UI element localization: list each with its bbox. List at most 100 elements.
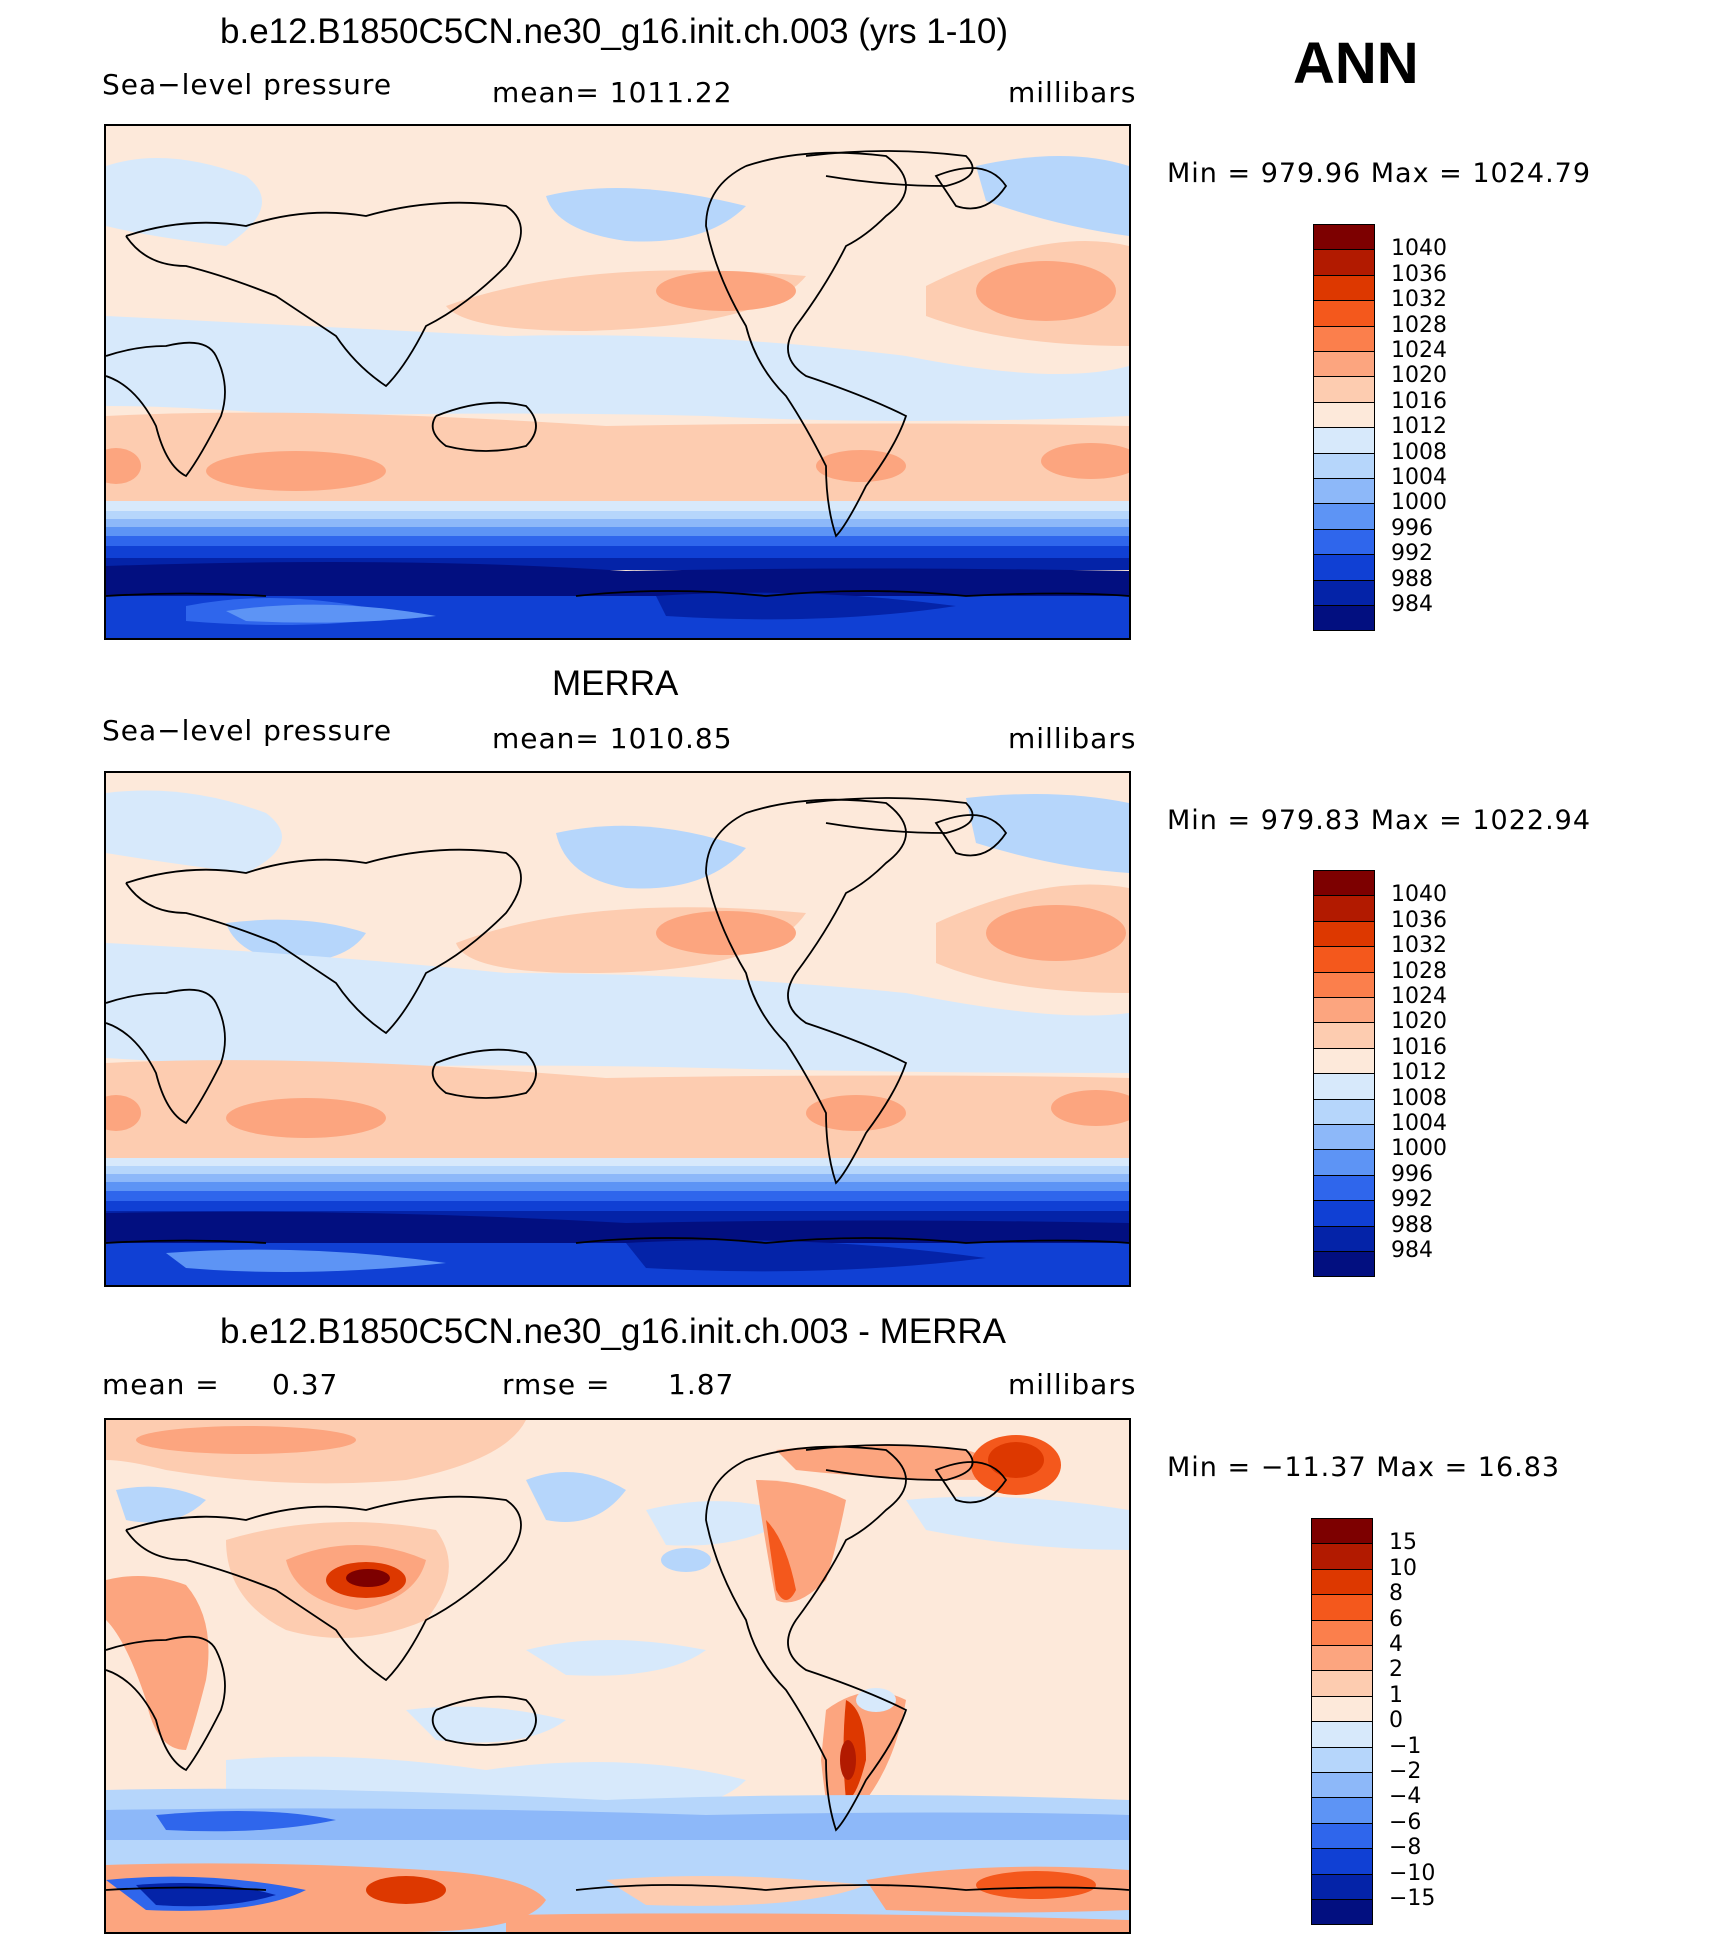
panel-3-mean-label: mean = <box>102 1368 220 1401</box>
colorbar-label: 1016 <box>1391 388 1447 414</box>
colorbar-swatch <box>1313 1098 1375 1125</box>
colorbar-swatch <box>1313 224 1375 251</box>
colorbar-label: −8 <box>1389 1835 1422 1861</box>
colorbar-label: 1020 <box>1391 1009 1447 1035</box>
colorbar-label: 1004 <box>1391 1111 1447 1136</box>
panel-1-variable-label: Sea−level pressure <box>102 68 393 101</box>
colorbar-swatch <box>1313 325 1375 352</box>
colorbar-swatch <box>1313 870 1375 897</box>
season-label: ANN <box>1293 31 1419 96</box>
colorbar-swatch <box>1313 1073 1375 1100</box>
colorbar-label: 4 <box>1389 1632 1403 1657</box>
colorbar-swatch <box>1313 351 1375 378</box>
colorbar-swatch <box>1313 249 1375 276</box>
colorbar-swatch <box>1311 1772 1373 1799</box>
panel-1-map <box>104 124 1131 640</box>
colorbar-label: 2 <box>1389 1657 1403 1683</box>
colorbar-label: 1008 <box>1391 1085 1447 1111</box>
colorbar-label: 1012 <box>1391 1060 1447 1086</box>
colorbar-label: 15 <box>1389 1530 1417 1556</box>
colorbar-label: 1024 <box>1391 984 1447 1009</box>
panel-2-title: MERRA <box>552 664 679 703</box>
colorbar-swatch <box>1313 946 1375 973</box>
colorbar-label: −6 <box>1389 1809 1422 1835</box>
colorbar-label: 984 <box>1391 1238 1433 1263</box>
colorbar-swatch <box>1311 1695 1373 1723</box>
colorbar-swatch <box>1313 579 1375 606</box>
colorbar-swatch <box>1313 1251 1375 1278</box>
colorbar-swatch <box>1311 1721 1373 1748</box>
colorbar-swatch <box>1313 274 1375 302</box>
panel-1-title: b.e12.B1850C5CN.ne30_g16.init.ch.003 (yr… <box>220 12 1008 51</box>
panel-3-rmse-label: rmse = <box>502 1368 611 1401</box>
colorbar-swatch <box>1313 554 1375 581</box>
colorbar-label: 1032 <box>1391 287 1447 313</box>
colorbar-swatch <box>1311 1848 1373 1875</box>
colorbar-swatch <box>1313 1200 1375 1227</box>
colorbar-swatch <box>1313 895 1375 922</box>
colorbar-label: 1024 <box>1391 338 1447 363</box>
colorbar-label: 1 <box>1389 1682 1403 1708</box>
colorbar-label: 1028 <box>1391 312 1447 338</box>
colorbar-label: 6 <box>1389 1606 1403 1632</box>
colorbar-swatch <box>1313 1047 1375 1075</box>
colorbar-swatch <box>1311 1543 1373 1570</box>
colorbar-label: 988 <box>1391 566 1433 592</box>
colorbar-swatch <box>1313 300 1375 327</box>
colorbar-swatch <box>1313 401 1375 429</box>
panel-3-mean-value: 0.37 <box>272 1368 339 1401</box>
colorbar-swatch <box>1313 528 1375 556</box>
colorbar-swatch <box>1313 605 1375 632</box>
colorbar-label: −10 <box>1389 1860 1436 1886</box>
colorbar-swatch <box>1313 1149 1375 1176</box>
colorbar-label: 1020 <box>1391 363 1447 389</box>
colorbar-swatch <box>1313 503 1375 530</box>
colorbar-swatch <box>1313 1174 1375 1202</box>
panel-1-minmax: Min = 979.96 Max = 1024.79 <box>1167 158 1592 189</box>
panel-1-mean: mean= 1011.22 <box>492 76 733 109</box>
colorbar-label: 992 <box>1391 1187 1433 1213</box>
colorbar-swatch <box>1311 1670 1373 1697</box>
colorbar-label: 984 <box>1391 592 1433 617</box>
colorbar-label: 1040 <box>1391 236 1447 262</box>
colorbar-label: 996 <box>1391 1161 1433 1187</box>
colorbar-label: −4 <box>1389 1784 1422 1810</box>
colorbar-swatch <box>1311 1619 1373 1646</box>
colorbar-label: 1036 <box>1391 261 1447 287</box>
colorbar-label: −2 <box>1389 1759 1422 1784</box>
panel-3-map <box>104 1418 1131 1934</box>
colorbar-swatch <box>1311 1797 1373 1824</box>
panel-2-map <box>104 771 1131 1287</box>
colorbar-swatch <box>1311 1899 1373 1926</box>
colorbar-label: 992 <box>1391 541 1433 567</box>
panel-3-units: millibars <box>1008 1368 1137 1401</box>
colorbar-swatch <box>1313 971 1375 998</box>
panel-2-variable-label: Sea−level pressure <box>102 714 393 747</box>
panel-2-minmax: Min = 979.83 Max = 1022.94 <box>1167 805 1592 836</box>
colorbar-label: 1012 <box>1391 414 1447 440</box>
colorbar-swatch <box>1313 997 1375 1024</box>
colorbar-label: 1000 <box>1391 490 1447 516</box>
colorbar-label: 0 <box>1389 1708 1403 1734</box>
panel-2-units: millibars <box>1008 722 1137 755</box>
colorbar-label: 1028 <box>1391 958 1447 984</box>
colorbar-swatch <box>1311 1822 1373 1850</box>
colorbar-label: −1 <box>1389 1733 1422 1759</box>
colorbar-swatch <box>1313 1124 1375 1151</box>
colorbar-label: −15 <box>1389 1886 1436 1911</box>
panel-3-minmax: Min = −11.37 Max = 16.83 <box>1167 1452 1561 1483</box>
colorbar-label: 1004 <box>1391 465 1447 490</box>
colorbar-swatch <box>1311 1873 1373 1900</box>
colorbar-swatch <box>1313 1225 1375 1252</box>
colorbar-swatch <box>1311 1645 1373 1672</box>
colorbar-swatch <box>1313 376 1375 403</box>
colorbar-swatch <box>1313 920 1375 948</box>
colorbar-label: 1032 <box>1391 933 1447 959</box>
colorbar-label: 1036 <box>1391 907 1447 933</box>
colorbar-swatch <box>1311 1746 1373 1773</box>
colorbar-swatch <box>1313 478 1375 505</box>
colorbar-label: 1008 <box>1391 439 1447 465</box>
panel-3-rmse-value: 1.87 <box>668 1368 735 1401</box>
colorbar-label: 8 <box>1389 1581 1403 1607</box>
panel-3-title: b.e12.B1850C5CN.ne30_g16.init.ch.003 - M… <box>220 1312 1007 1351</box>
